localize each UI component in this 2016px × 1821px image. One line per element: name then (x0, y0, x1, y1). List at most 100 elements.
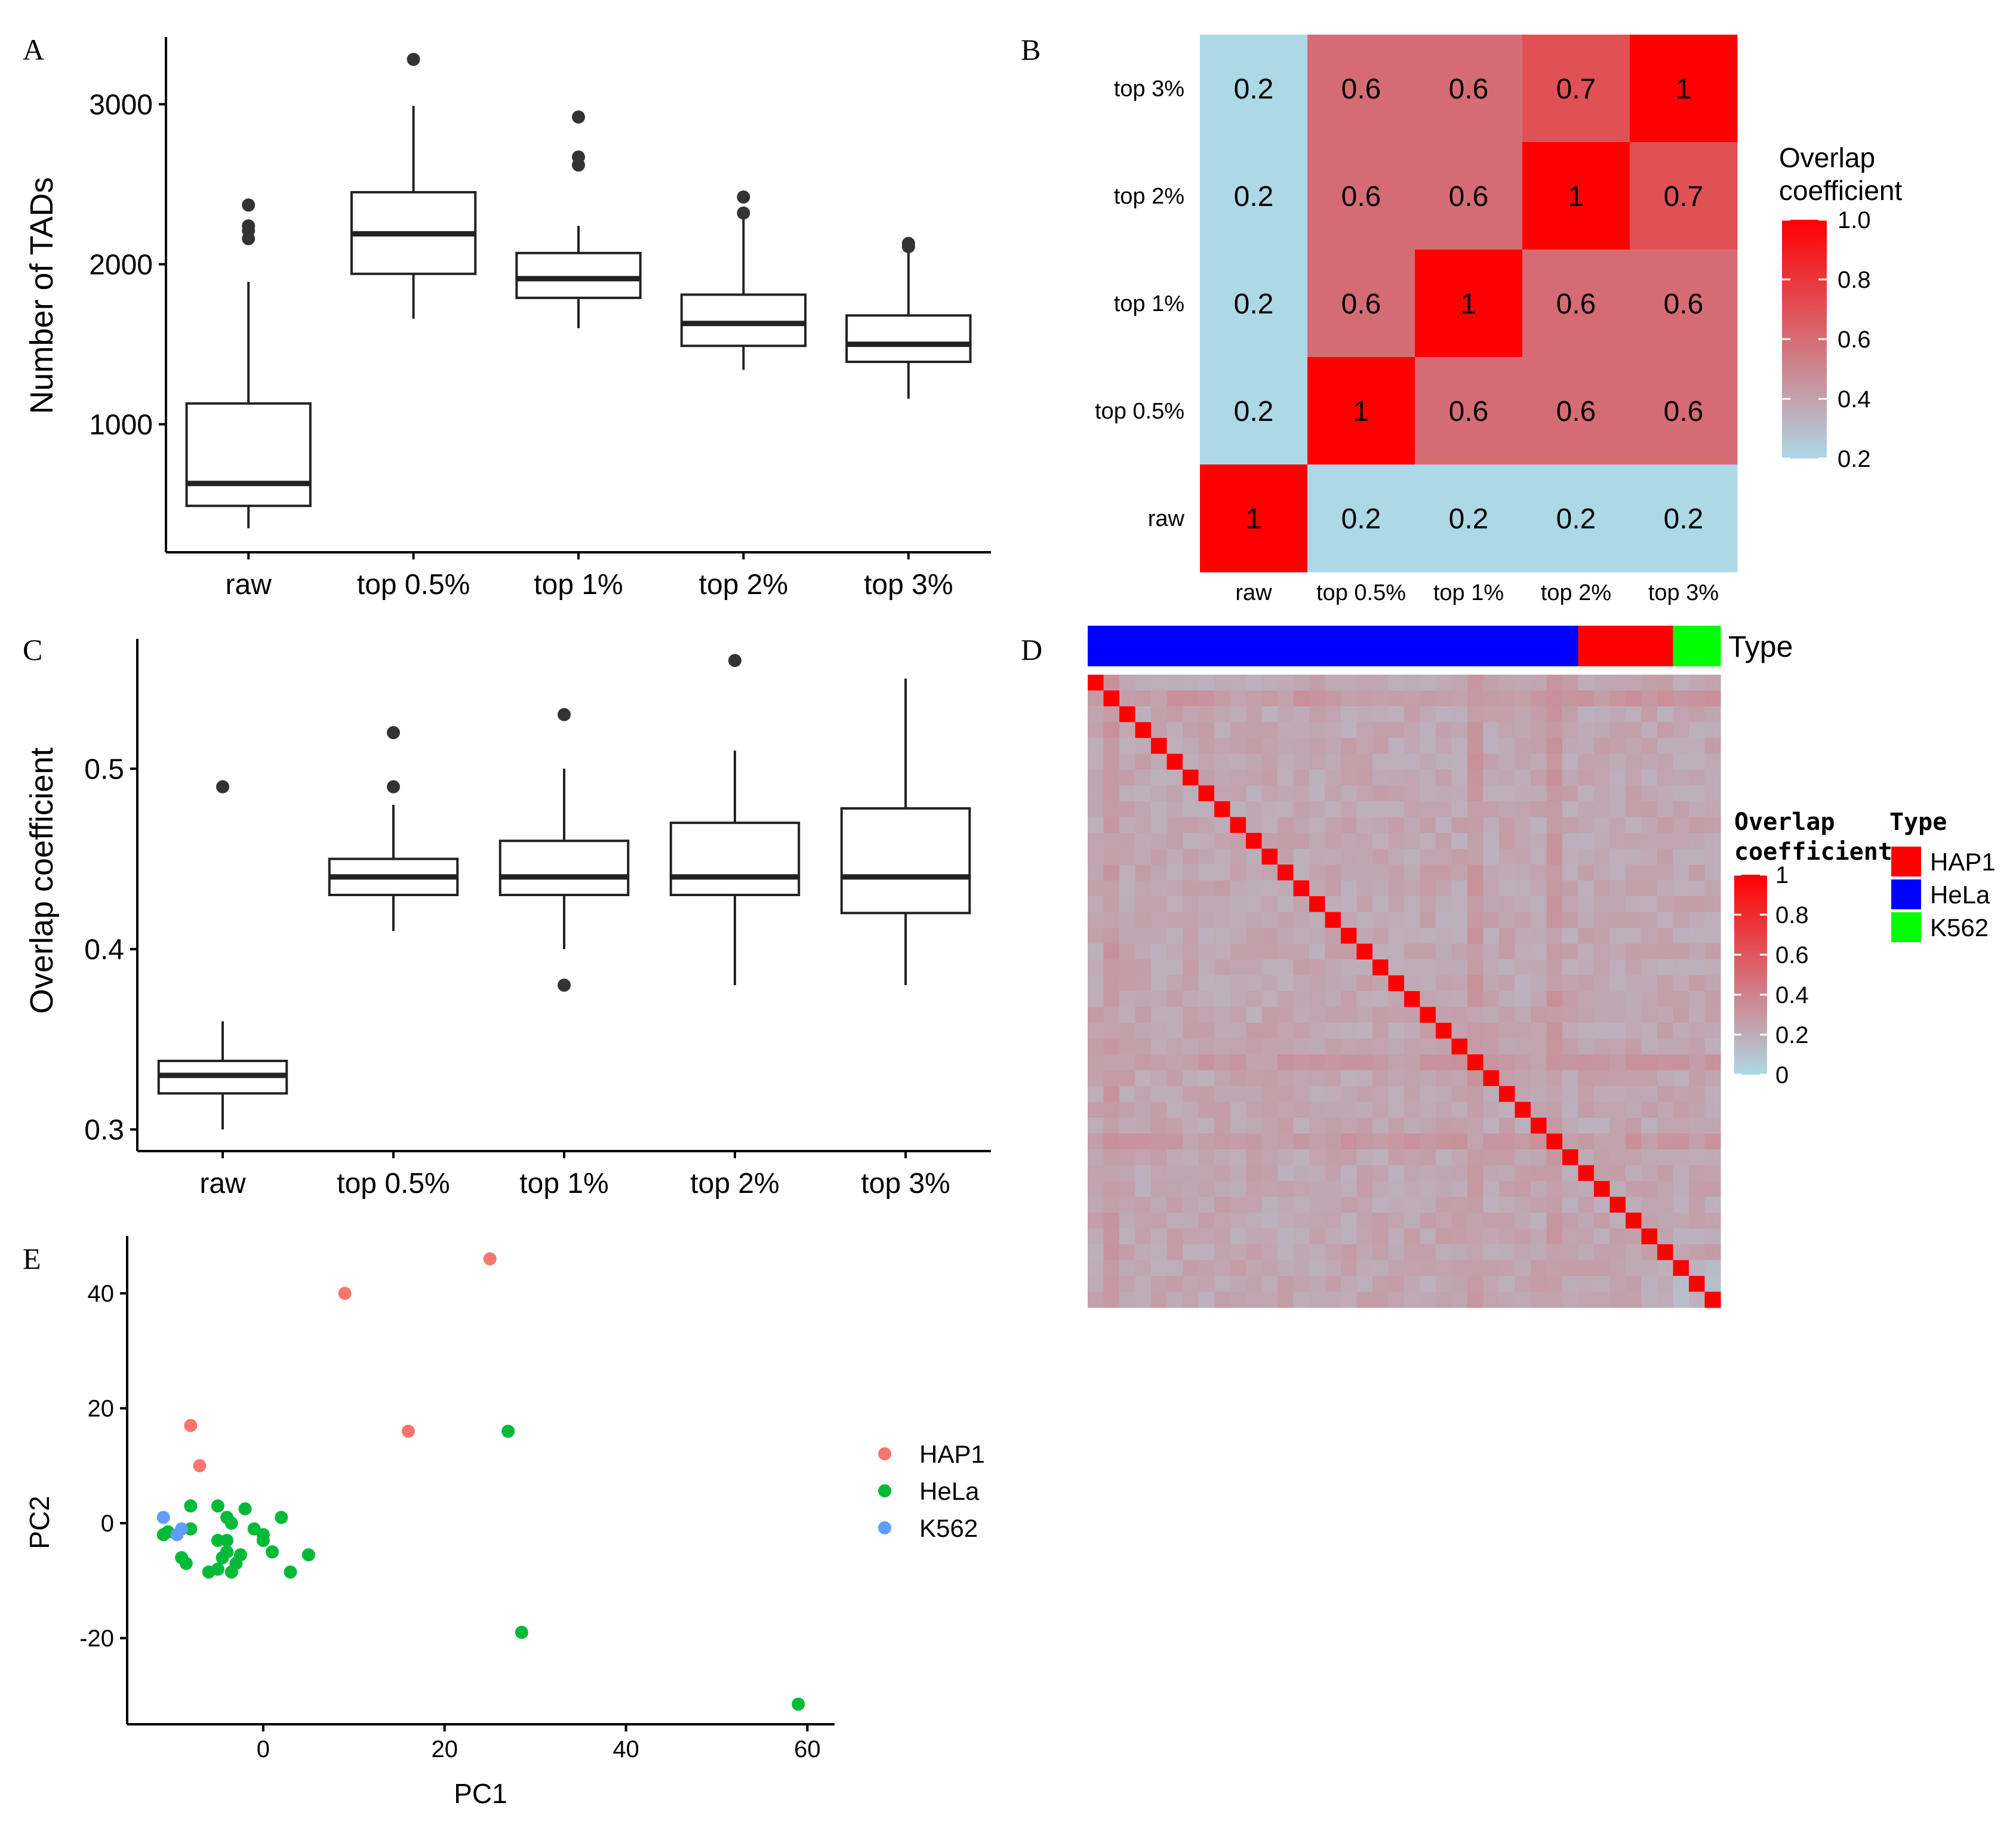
panel-d-heatmap-cell (1278, 1070, 1294, 1087)
panel-d-heatmap-cell (1356, 1118, 1373, 1134)
panel-d-heatmap-cell (1609, 785, 1626, 802)
panel-d-heatmap-cell (1657, 991, 1674, 1008)
panel-d-heatmap-cell (1230, 675, 1246, 691)
panel-d-heatmap-cell (1261, 675, 1278, 691)
panel-d-heatmap-cell (1293, 675, 1310, 691)
panel-d-heatmap-cell (1704, 738, 1721, 755)
panel-d-heatmap-cell (1451, 1023, 1468, 1039)
panel-d-heatmap-cell (1562, 1118, 1579, 1134)
panel-d-heatmap-cell (1546, 991, 1563, 1008)
panel-b-heatmap-cell (1200, 250, 1308, 358)
panel-d-heatmap-cell (1673, 1149, 1689, 1166)
panel-d-heatmap-cell (1515, 722, 1531, 739)
panel-d-heatmap-cell (1246, 675, 1263, 691)
panel-d-heatmap-cell (1451, 943, 1468, 960)
panel-d-heatmap-cell (1135, 848, 1152, 865)
panel-c-x-tick-label: top 2% (690, 1168, 779, 1199)
panel-d-heatmap-cell (1372, 975, 1389, 992)
panel-e-point-hela (301, 1548, 315, 1562)
panel-d-heatmap-cell (1088, 943, 1104, 960)
panel-d-heatmap-cell (1578, 722, 1595, 739)
panel-d-heatmap-cell (1230, 1070, 1246, 1087)
panel-d-heatmap-cell (1151, 1244, 1168, 1261)
panel-d-heatmap-cell (1515, 1149, 1531, 1166)
panel-d-heatmap-cell (1388, 1276, 1405, 1293)
panel-d-heatmap-cell (1451, 1149, 1468, 1166)
panel-d-heatmap-cell (1467, 1291, 1484, 1308)
panel-b-heatmap: B 0.2 0.6 0.6 0.7 10.2 0.6 0.6 1 0.70.2 0.6 1 0.6 0.… (1021, 33, 1903, 605)
panel-d-heatmap-cell (1309, 865, 1326, 881)
panel-d-heatmap-cell (1088, 928, 1104, 945)
panel-d-heatmap-cell (1404, 928, 1421, 945)
panel-d-heatmap-cell (1404, 785, 1421, 802)
panel-d-heatmap-cell (1230, 706, 1246, 723)
panel-d-heatmap-cell (1293, 1213, 1310, 1229)
panel-d-heatmap-cell (1436, 770, 1452, 786)
panel-d-heatmap-cell (1103, 833, 1120, 850)
panel-d-heatmap-cell (1372, 1086, 1389, 1103)
panel-d-heatmap-cell (1562, 1244, 1579, 1261)
panel-d-heatmap-cell (1309, 770, 1326, 786)
panel-d-heatmap-cell (1594, 785, 1611, 802)
panel-b-heatmap-cell (1415, 250, 1523, 358)
panel-d-heatmap-cell (1609, 1007, 1626, 1023)
panel-d-heatmap-cell (1578, 1196, 1595, 1213)
panel-d-heatmap-cell (1166, 770, 1183, 786)
panel-d-heatmap-cell (1119, 1038, 1136, 1055)
panel-d-heatmap-cell (1293, 801, 1310, 818)
panel-d-heatmap-cell (1356, 675, 1373, 691)
panel-b-row-label: top 2% (1114, 184, 1184, 209)
panel-d-heatmap-cell (1261, 880, 1278, 897)
panel-d-heatmap-cell (1293, 1228, 1310, 1245)
panel-d-heatmap-cell (1135, 833, 1152, 850)
panel-d-heatmap-cell (1609, 991, 1626, 1008)
panel-d-heatmap-cell (1673, 1118, 1689, 1134)
panel-d-heatmap-cell (1230, 912, 1246, 928)
panel-d-heatmap-cell (1641, 706, 1658, 723)
panel-d-heatmap-cell (1609, 817, 1626, 833)
panel-d-heatmap-cell (1356, 738, 1373, 755)
panel-d-heatmap-cell (1689, 1291, 1706, 1308)
panel-d-heatmap-cell (1641, 1260, 1658, 1276)
panel-d-heatmap-cell (1467, 770, 1484, 786)
panel-d-heatmap-cell (1499, 1023, 1516, 1039)
panel-d-heatmap-cell (1609, 848, 1626, 865)
panel-d-heatmap-cell (1135, 1070, 1152, 1087)
panel-d-heatmap-cell (1214, 1291, 1231, 1308)
panel-d-heatmap-cell (1657, 738, 1674, 755)
panel-d-heatmap-cell (1546, 959, 1563, 976)
panel-d-heatmap-cell (1230, 1023, 1246, 1039)
panel-d-heatmap-cell (1483, 1181, 1500, 1198)
panel-d-heatmap-cell (1562, 1228, 1579, 1245)
panel-d-heatmap-cell (1309, 785, 1326, 802)
panel-d-heatmap-cell (1166, 1149, 1183, 1166)
panel-d-heatmap-cell (1451, 1070, 1468, 1087)
panel-d-heatmap-cell (1135, 785, 1152, 802)
panel-d-heatmap-cell (1689, 975, 1706, 992)
panel-d-heatmap-cell (1341, 1291, 1358, 1308)
panel-e-point-hela (792, 1697, 805, 1711)
panel-d-heatmap-cell (1278, 1007, 1294, 1023)
panel-d-heatmap-cell (1388, 690, 1405, 707)
panel-d-heatmap-cell (1341, 880, 1358, 897)
panel-d-heatmap-cell (1404, 706, 1421, 723)
panel-d-heatmap-cell (1673, 722, 1689, 739)
panel-d-heatmap-cell (1088, 1007, 1104, 1023)
panel-d-diagonal-cell (1483, 1070, 1500, 1087)
panel-d-heatmap-cell (1309, 738, 1326, 755)
panel-d-heatmap-cell (1372, 1023, 1389, 1039)
panel-d-heatmap-cell (1531, 690, 1547, 707)
panel-d-heatmap-cell (1657, 928, 1674, 945)
panel-d-heatmap-cell (1325, 1213, 1341, 1229)
panel-d-heatmap-cell (1420, 770, 1436, 786)
panel-d-heatmap-cell (1515, 690, 1531, 707)
panel-d-heatmap-cell (1261, 975, 1278, 992)
panel-d-heatmap-cell (1151, 1023, 1168, 1039)
panel-d-heatmap-cell (1499, 1228, 1516, 1245)
panel-d-heatmap-cell (1499, 928, 1516, 945)
panel-d-heatmap-cell (1704, 1165, 1721, 1182)
panel-d-heatmap-cell (1626, 1244, 1642, 1261)
panel-d-heatmap-cell (1689, 833, 1706, 850)
panel-d-heatmap-cell (1135, 1276, 1152, 1293)
